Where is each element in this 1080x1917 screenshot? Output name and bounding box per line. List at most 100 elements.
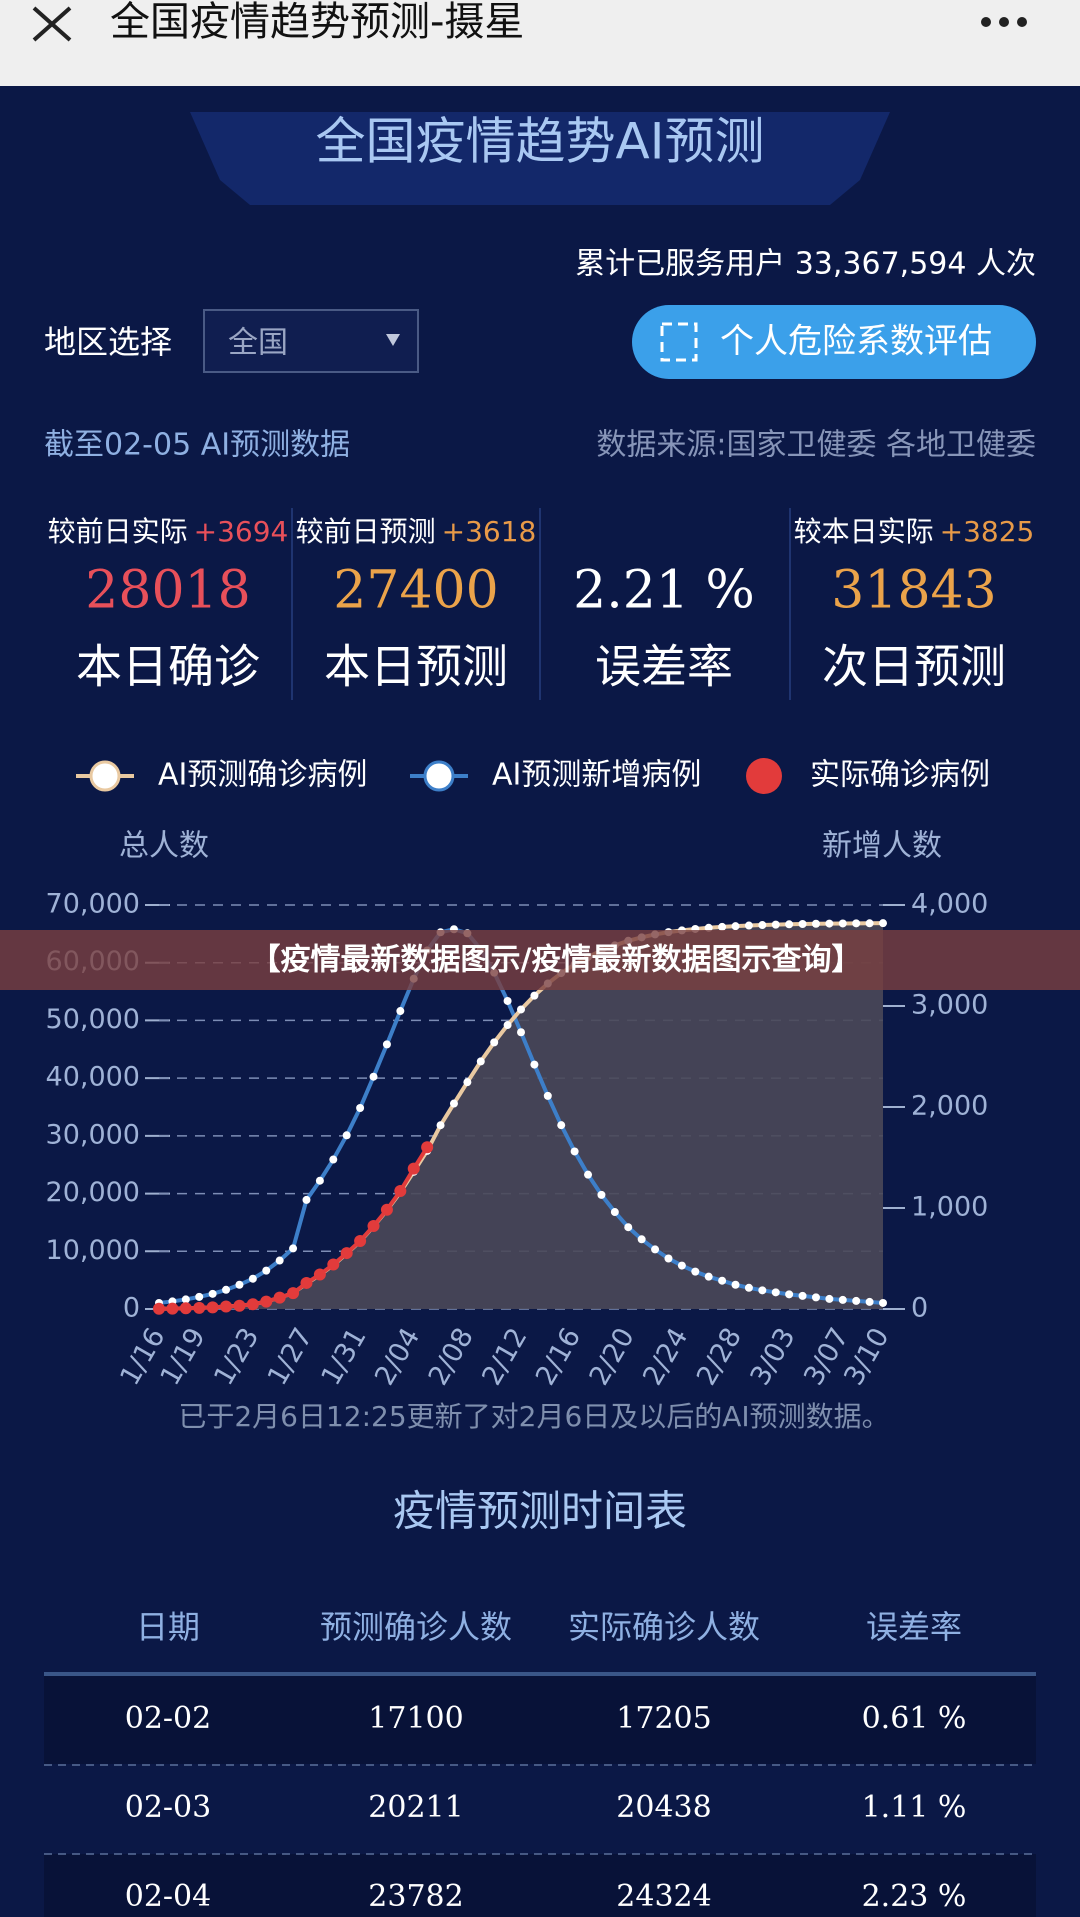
data-point xyxy=(287,1287,300,1300)
data-point xyxy=(691,1267,700,1276)
risk-button[interactable] xyxy=(632,305,1036,379)
data-point xyxy=(166,1302,179,1315)
header-banner xyxy=(190,112,890,205)
data-point xyxy=(248,1274,257,1283)
y2-tick-label: 4,000 xyxy=(911,889,988,920)
data-point xyxy=(744,921,753,930)
stat-delta: +3825 xyxy=(940,515,1035,548)
data-point xyxy=(798,1291,807,1300)
column-header: 日期 xyxy=(136,1608,200,1646)
data-point xyxy=(463,1078,472,1087)
top-title: 全国疫情趋势预测-摄星 xyxy=(110,0,524,45)
data-point xyxy=(222,1285,231,1294)
y2-axis-label: 新增人数 xyxy=(822,829,942,864)
table-cell: 17205 xyxy=(616,1701,711,1736)
data-point xyxy=(327,1258,340,1271)
table-cell: 17100 xyxy=(368,1701,463,1736)
data-point xyxy=(825,919,834,928)
data-point xyxy=(758,921,767,930)
data-point xyxy=(220,1300,233,1313)
overlay-text: 【疫情最新数据图示/疫情最新数据图示查询】 xyxy=(251,943,862,978)
data-point xyxy=(852,919,861,928)
risk-button-label: 个人危险系数评估 xyxy=(720,322,992,362)
data-point xyxy=(476,1057,485,1066)
table-cell: 20211 xyxy=(368,1790,463,1825)
stat-label: 较前日实际 +3694 xyxy=(48,515,289,548)
data-point xyxy=(677,1261,686,1270)
data-point xyxy=(235,1280,244,1289)
data-point xyxy=(354,1234,367,1247)
stat-label-text: 较前日实际 xyxy=(48,515,188,548)
y2-tick-label: 2,000 xyxy=(911,1091,988,1122)
area xyxy=(159,923,883,1309)
stat-caption: 本日预测 xyxy=(324,640,508,694)
y-tick-label: 30,000 xyxy=(46,1119,140,1150)
y-tick-label: 50,000 xyxy=(46,1004,140,1035)
table-title: 疫情预测时间表 xyxy=(393,1487,687,1536)
data-point xyxy=(342,1131,351,1140)
data-point xyxy=(758,1286,767,1295)
data-point xyxy=(517,1005,525,1014)
stat-label-text: 较前日预测 xyxy=(296,515,436,548)
data-point xyxy=(704,1272,713,1281)
data-point xyxy=(785,920,794,929)
data-point xyxy=(664,1254,673,1263)
data-point xyxy=(315,1176,324,1185)
data-point xyxy=(865,919,874,928)
as-of: 截至02-05 AI预测数据 xyxy=(44,428,350,463)
table-cell: 2.23 % xyxy=(862,1879,967,1914)
region-label: 地区选择 xyxy=(44,323,172,361)
stat-label: 较本日实际 +3825 xyxy=(794,515,1035,548)
data-point xyxy=(233,1299,246,1312)
table-cell: 23782 xyxy=(368,1879,463,1914)
y-tick-label: 20,000 xyxy=(46,1177,140,1208)
stat-value: 28018 xyxy=(85,561,250,621)
table-cell: 02-02 xyxy=(125,1701,211,1736)
stat-value: 31843 xyxy=(831,561,996,621)
data-point xyxy=(382,1040,391,1049)
data-point xyxy=(718,1276,727,1285)
user-count: 累计已服务用户 33,367,594 人次 xyxy=(575,247,1036,282)
data-point xyxy=(771,920,780,929)
region-select[interactable] xyxy=(203,309,419,373)
data-point xyxy=(300,1276,313,1289)
data-point xyxy=(838,1295,847,1304)
stat-value: 2.21 % xyxy=(573,561,755,621)
data-point xyxy=(879,919,887,928)
data-point xyxy=(262,1266,271,1275)
data-point xyxy=(260,1295,273,1308)
menu-icon[interactable] xyxy=(981,17,1027,27)
table-cell: 1.11 % xyxy=(862,1790,967,1825)
data-point xyxy=(179,1302,192,1315)
data-point xyxy=(273,1291,286,1304)
stat-delta: +3618 xyxy=(442,515,537,548)
data-point xyxy=(275,1256,284,1265)
data-point xyxy=(610,1208,619,1217)
data-point xyxy=(380,1203,393,1216)
data-point xyxy=(340,1247,353,1260)
top-bar xyxy=(0,0,1080,86)
header-title: 全国疫情趋势AI预测 xyxy=(316,113,765,171)
table: 日期 预测确诊人数 实际确诊人数 误差率 02-02 17100 17205 0.61 % 02… xyxy=(44,1608,1036,1917)
data-point xyxy=(744,1283,753,1292)
legend-marker xyxy=(423,760,455,792)
close-icon[interactable] xyxy=(32,6,72,42)
stat-caption: 次日预测 xyxy=(822,640,1006,694)
stat-caption: 误差率 xyxy=(595,640,733,694)
data-point xyxy=(530,1060,539,1069)
data-point xyxy=(367,1220,380,1233)
data-point xyxy=(246,1298,259,1311)
y-axis-label: 总人数 xyxy=(119,829,209,864)
select-arrow xyxy=(386,334,400,346)
overlay-banner xyxy=(0,930,1080,990)
table-cell: 0.61 % xyxy=(862,1701,967,1736)
column-header: 实际确诊人数 xyxy=(568,1608,760,1646)
source: 数据来源:国家卫健委 各地卫健委 xyxy=(596,428,1036,463)
data-point xyxy=(369,1072,378,1081)
row-background xyxy=(44,1854,1036,1917)
data-point xyxy=(394,1185,407,1198)
data-point xyxy=(329,1155,338,1164)
y-tick-label: 70,000 xyxy=(46,889,140,920)
data-point xyxy=(356,1104,365,1113)
